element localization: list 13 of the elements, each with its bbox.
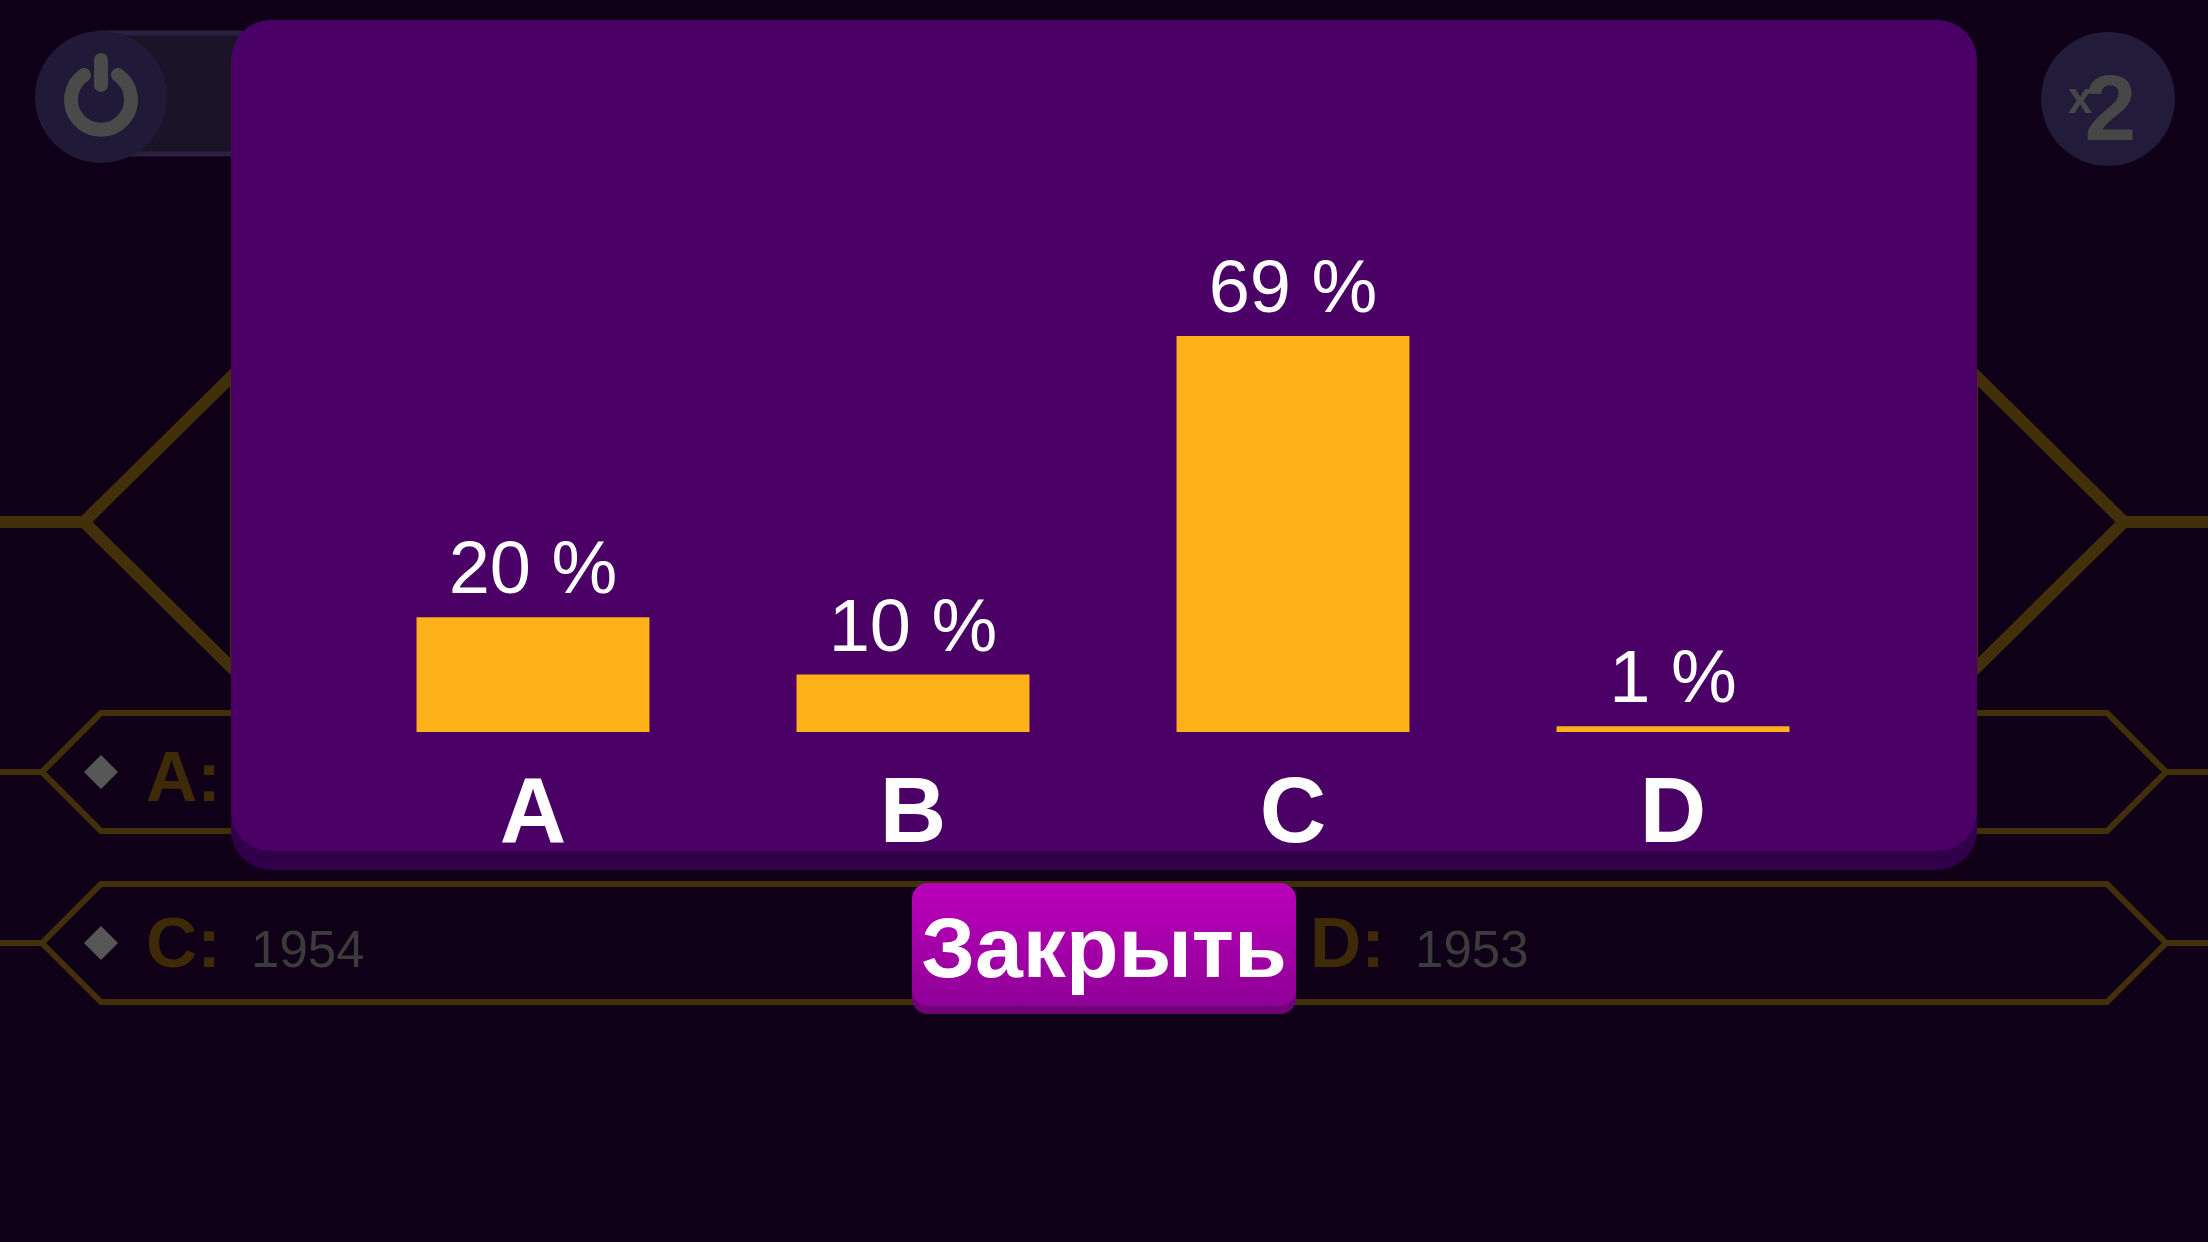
x-tick-label: A bbox=[499, 758, 567, 861]
data-label: 20 % bbox=[448, 526, 618, 610]
x-tick-label: B bbox=[879, 758, 947, 861]
x-tick-label: C bbox=[1259, 758, 1327, 861]
bar bbox=[1556, 726, 1790, 732]
data-label: 69 % bbox=[1208, 245, 1378, 328]
data-label: 10 % bbox=[828, 583, 998, 667]
bar bbox=[796, 674, 1030, 732]
bar bbox=[416, 617, 650, 732]
x-tick-label: D bbox=[1639, 758, 1707, 861]
bar bbox=[1176, 336, 1410, 732]
close-button: Закрыть bbox=[912, 883, 1296, 1014]
data-label: 1 % bbox=[1609, 635, 1737, 719]
